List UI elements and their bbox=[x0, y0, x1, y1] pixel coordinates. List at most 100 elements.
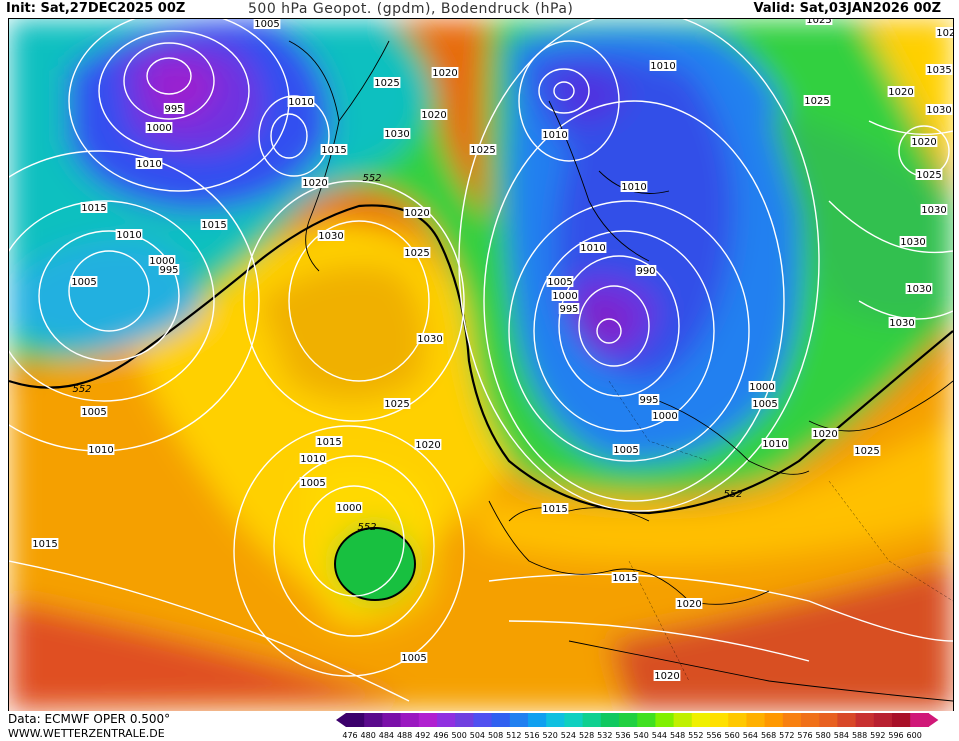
pressure-label-text: 1030 bbox=[318, 231, 343, 242]
scale-right-arrow bbox=[928, 713, 939, 727]
footer-bar: Data: ECMWF OPER 0.500° WWW.WETTERZENTRA… bbox=[0, 711, 959, 741]
scale-tick-label: 552 bbox=[688, 731, 703, 740]
map-svg: 1005995100010101010101510201025102010201… bbox=[9, 19, 953, 711]
scale-swatch bbox=[528, 713, 547, 727]
pressure-label-text: 1005 bbox=[300, 478, 325, 489]
pressure-label-text: 1015 bbox=[81, 203, 106, 214]
pressure-label: 1010 bbox=[579, 242, 607, 254]
pressure-label: 1005 bbox=[299, 477, 327, 489]
pressure-label-text: 1005 bbox=[613, 445, 638, 456]
scale-swatch bbox=[728, 713, 747, 727]
scale-tick-label: 548 bbox=[670, 731, 685, 740]
pressure-label: 1015 bbox=[315, 436, 343, 448]
pressure-label-text: 1010 bbox=[542, 130, 567, 141]
scale-swatch bbox=[382, 713, 402, 727]
scale-swatch bbox=[637, 713, 656, 727]
pressure-label: 1015 bbox=[320, 144, 348, 156]
pressure-label-text: 1005 bbox=[254, 19, 279, 30]
pressure-label: 1010 bbox=[115, 229, 143, 241]
pressure-label-text: 1010 bbox=[300, 454, 325, 465]
pressure-label-text: 1000 bbox=[652, 411, 677, 422]
pressure-label-text: 1000 bbox=[149, 256, 174, 267]
scale-swatch bbox=[582, 713, 602, 727]
pressure-label: 1005 bbox=[400, 652, 428, 664]
pressure-label-text: 1020 bbox=[888, 87, 913, 98]
scale-swatch bbox=[710, 713, 729, 727]
pressure-label: 1010 bbox=[541, 129, 569, 141]
pressure-label: 1010 bbox=[87, 444, 115, 456]
pressure-label-text: 1005 bbox=[71, 277, 96, 288]
pressure-label-text: 1010 bbox=[580, 243, 605, 254]
data-source: Data: ECMWF OPER 0.500° bbox=[8, 712, 171, 726]
pressure-label: 1020 bbox=[431, 67, 459, 79]
geopotential-label: 552 bbox=[723, 489, 742, 500]
geopotential-label: 552 bbox=[72, 384, 91, 395]
pressure-label-text: 995 bbox=[159, 265, 178, 276]
pressure-label-text: 1020 bbox=[415, 440, 440, 451]
borders bbox=[608, 380, 953, 682]
pressure-label-text: 1020 bbox=[812, 429, 837, 440]
scale-tick-label: 516 bbox=[524, 731, 539, 740]
pressure-label-text: 1015 bbox=[612, 573, 637, 584]
header-bar: Init: Sat,27DEC2025 00Z 500 hPa Geopot. … bbox=[0, 0, 959, 18]
pressure-label: 1010 bbox=[287, 96, 315, 108]
scale-tick-label: 500 bbox=[452, 731, 467, 740]
scale-swatch bbox=[546, 713, 565, 727]
scale-tick-label: 528 bbox=[579, 731, 594, 740]
pressure-label: 995 bbox=[163, 103, 185, 115]
pressure-label-text: 1005 bbox=[752, 399, 777, 410]
pressure-label: 1015 bbox=[541, 503, 569, 515]
scale-tick-label: 568 bbox=[761, 731, 776, 740]
pressure-label-text: 1020 bbox=[421, 110, 446, 121]
pressure-label-text: 1000 bbox=[336, 503, 361, 514]
pressure-label: 1010 bbox=[620, 181, 648, 193]
pressure-label: 1005 bbox=[70, 276, 98, 288]
pressure-label-text: 1010 bbox=[288, 97, 313, 108]
scale-tick-label: 584 bbox=[834, 731, 849, 740]
geopotential-label-text: 552 bbox=[72, 384, 91, 395]
pressure-label: 1005 bbox=[751, 398, 779, 410]
pressure-label: 1020 bbox=[420, 109, 448, 121]
pressure-label-text: 1015 bbox=[316, 437, 341, 448]
scale-swatch bbox=[473, 713, 493, 727]
scale-tick-label: 544 bbox=[652, 731, 667, 740]
scale-tick-label: 576 bbox=[797, 731, 812, 740]
pressure-label-text: 995 bbox=[559, 304, 578, 315]
pressure-label-text: 1030 bbox=[889, 318, 914, 329]
pressure-label-text: 1030 bbox=[417, 334, 442, 345]
pressure-label: 990 bbox=[635, 265, 657, 277]
scale-swatch bbox=[873, 713, 893, 727]
pressure-label-text: 1010 bbox=[762, 439, 787, 450]
pressure-label: 1025 bbox=[935, 27, 953, 39]
scale-swatch bbox=[801, 713, 820, 727]
pressure-label: 1010 bbox=[299, 453, 327, 465]
scale-swatch bbox=[364, 713, 383, 727]
scale-swatch bbox=[619, 713, 638, 727]
pressure-label-text: 1015 bbox=[201, 220, 226, 231]
scale-swatch bbox=[564, 713, 584, 727]
pressure-label-text: 1015 bbox=[321, 145, 346, 156]
scale-tick-label: 508 bbox=[488, 731, 503, 740]
pressure-label: 1010 bbox=[761, 438, 789, 450]
pressure-label: 1010 bbox=[135, 158, 163, 170]
site-url: WWW.WETTERZENTRALE.DE bbox=[8, 727, 165, 740]
geopotential-field bbox=[9, 19, 953, 711]
pressure-label: 1010 bbox=[649, 60, 677, 72]
pressure-label-text: 1010 bbox=[88, 445, 113, 456]
pressure-label-text: 1035 bbox=[926, 65, 951, 76]
coastlines bbox=[288, 40, 953, 702]
scale-tick-label: 580 bbox=[816, 731, 831, 740]
contour-labels: 1005995100010101010101510201025102010201… bbox=[31, 19, 953, 682]
pressure-label-text: 1025 bbox=[936, 28, 953, 39]
pressure-label: 1025 bbox=[373, 77, 401, 89]
scale-swatch bbox=[892, 713, 911, 727]
pressure-label: 1025 bbox=[403, 247, 431, 259]
pressure-label: 1030 bbox=[383, 128, 411, 140]
pressure-label-text: 995 bbox=[164, 104, 183, 115]
pressure-label-text: 1020 bbox=[432, 68, 457, 79]
pressure-label-text: 1010 bbox=[650, 61, 675, 72]
scale-tick-label: 512 bbox=[506, 731, 521, 740]
pressure-label: 1030 bbox=[920, 204, 948, 216]
scale-swatch bbox=[782, 713, 802, 727]
pressure-label: 1015 bbox=[611, 572, 639, 584]
